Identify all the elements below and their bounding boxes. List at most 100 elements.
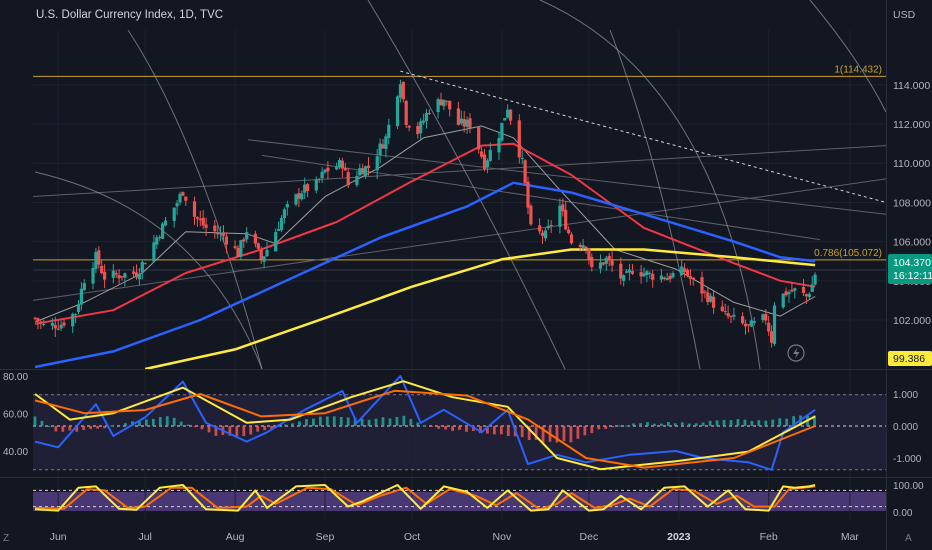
candle-body[interactable] xyxy=(294,194,298,205)
candle-body[interactable] xyxy=(651,273,655,280)
candle-body[interactable] xyxy=(140,261,144,273)
candle-body[interactable] xyxy=(706,292,710,303)
candle-body[interactable] xyxy=(569,234,574,244)
candle-body[interactable] xyxy=(79,288,83,305)
candle-body[interactable] xyxy=(543,230,547,239)
candle-body[interactable] xyxy=(50,322,54,326)
candle-body[interactable] xyxy=(807,293,811,297)
candle-body[interactable] xyxy=(181,192,185,196)
candle-body[interactable] xyxy=(465,119,469,127)
candle-body[interactable] xyxy=(71,313,75,327)
candle-body[interactable] xyxy=(741,316,745,324)
candle-body[interactable] xyxy=(42,324,46,326)
candle-body[interactable] xyxy=(279,218,284,231)
candle-body[interactable] xyxy=(175,203,179,207)
candle-body[interactable] xyxy=(456,108,460,125)
candle-body[interactable] xyxy=(378,143,382,156)
candle-body[interactable] xyxy=(790,289,794,292)
candle-body[interactable] xyxy=(213,225,217,232)
candle-body[interactable] xyxy=(590,257,594,268)
candle-body[interactable] xyxy=(546,226,550,229)
candle-body[interactable] xyxy=(134,272,139,278)
auto-scale-button[interactable]: A xyxy=(905,533,912,544)
candle-body[interactable] xyxy=(416,126,420,135)
candle-body[interactable] xyxy=(520,157,524,159)
candle-body[interactable] xyxy=(517,120,521,158)
candle-body[interactable] xyxy=(117,275,121,279)
candle-body[interactable] xyxy=(82,283,86,291)
candle-body[interactable] xyxy=(56,328,60,330)
oscillator-pane[interactable] xyxy=(33,375,886,471)
candle-body[interactable] xyxy=(709,295,713,302)
candle-body[interactable] xyxy=(503,117,507,121)
candle-body[interactable] xyxy=(39,321,43,323)
candle-body[interactable] xyxy=(810,284,814,292)
candle-body[interactable] xyxy=(91,268,95,284)
candle-body[interactable] xyxy=(610,259,614,266)
candle-body[interactable] xyxy=(172,207,176,221)
candle-body[interactable] xyxy=(564,209,568,230)
candle-body[interactable] xyxy=(401,82,405,100)
candle-body[interactable] xyxy=(772,305,777,344)
candle-body[interactable] xyxy=(163,220,168,226)
candle-body[interactable] xyxy=(601,262,605,265)
candle-body[interactable] xyxy=(233,246,237,248)
candle-body[interactable] xyxy=(317,179,321,181)
candle-body[interactable] xyxy=(236,247,240,257)
candle-body[interactable] xyxy=(445,100,449,102)
candle-body[interactable] xyxy=(384,136,388,149)
stochastic-pane[interactable] xyxy=(33,484,886,512)
candle-body[interactable] xyxy=(343,167,347,171)
candle-body[interactable] xyxy=(627,269,632,273)
candle-body[interactable] xyxy=(462,119,466,127)
candle-body[interactable] xyxy=(335,166,339,170)
candle-body[interactable] xyxy=(404,100,408,126)
candle-body[interactable] xyxy=(285,204,289,208)
candle-body[interactable] xyxy=(506,109,510,118)
candle-body[interactable] xyxy=(784,291,788,296)
candle-body[interactable] xyxy=(245,232,249,240)
candle-body[interactable] xyxy=(607,255,611,261)
candle-body[interactable] xyxy=(523,160,527,184)
candle-body[interactable] xyxy=(395,96,400,127)
candle-body[interactable] xyxy=(114,273,118,275)
candle-body[interactable] xyxy=(364,166,368,177)
candle-body[interactable] xyxy=(381,144,385,149)
candle-body[interactable] xyxy=(801,287,806,293)
candle-body[interactable] xyxy=(529,205,533,225)
candle-body[interactable] xyxy=(688,276,692,279)
candle-body[interactable] xyxy=(33,317,37,319)
candle-body[interactable] xyxy=(398,84,402,98)
candle-body[interactable] xyxy=(94,251,98,269)
candle-body[interactable] xyxy=(256,243,260,249)
candle-body[interactable] xyxy=(648,272,652,274)
candle-body[interactable] xyxy=(625,271,629,273)
candle-body[interactable] xyxy=(436,99,440,113)
candlesticks[interactable] xyxy=(33,79,817,348)
candle-body[interactable] xyxy=(262,256,266,262)
candle-body[interactable] xyxy=(540,232,545,236)
candle-body[interactable] xyxy=(700,277,704,294)
candle-body[interactable] xyxy=(143,263,147,265)
candle-body[interactable] xyxy=(300,193,304,200)
candle-body[interactable] xyxy=(485,160,489,167)
candle-body[interactable] xyxy=(584,246,588,249)
candle-body[interactable] xyxy=(242,239,246,242)
candle-body[interactable] xyxy=(659,275,663,280)
candle-body[interactable] xyxy=(668,275,672,280)
candle-body[interactable] xyxy=(358,168,362,176)
candle-body[interactable] xyxy=(303,184,307,193)
candle-body[interactable] xyxy=(53,325,57,329)
candle-body[interactable] xyxy=(76,304,81,313)
candle-body[interactable] xyxy=(355,176,359,186)
candle-body[interactable] xyxy=(642,273,646,277)
candle-body[interactable] xyxy=(442,99,446,107)
candle-body[interactable] xyxy=(526,181,530,208)
candle-body[interactable] xyxy=(123,273,127,278)
candle-body[interactable] xyxy=(662,277,666,280)
candle-body[interactable] xyxy=(201,217,205,226)
candle-body[interactable] xyxy=(712,296,716,308)
candle-body[interactable] xyxy=(274,231,278,252)
candle-body[interactable] xyxy=(630,271,634,274)
